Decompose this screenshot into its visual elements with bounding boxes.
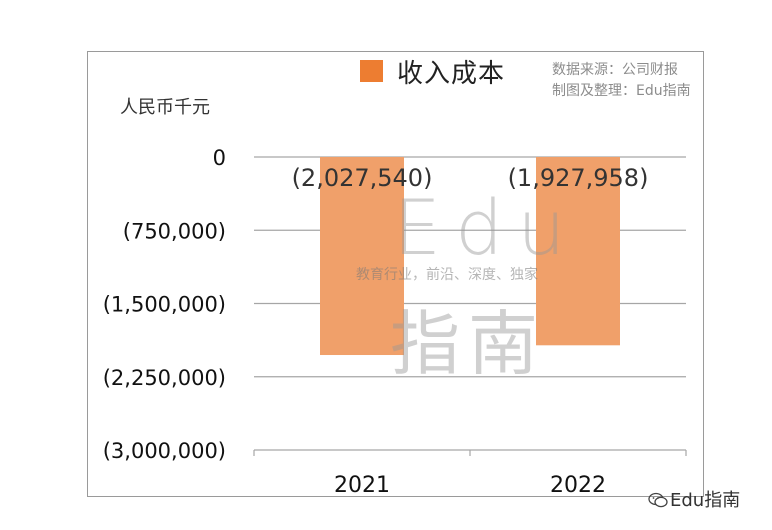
data-label: (1,927,958): [508, 164, 649, 192]
source-note: 数据来源：公司财报: [552, 62, 678, 78]
footer-text: Edu指南: [670, 490, 741, 511]
wechat-icon: [648, 492, 668, 508]
legend-swatch: [360, 60, 383, 82]
credit-note: 制图及整理：Edu指南: [552, 83, 691, 99]
bar: [320, 157, 404, 356]
y-axis-unit: 人民币千元: [120, 97, 210, 118]
legend-label: 收入成本: [397, 59, 506, 89]
watermark-latin: Edu: [393, 183, 580, 272]
x-category-label: 2022: [550, 473, 606, 498]
data-label: (2,027,540): [292, 164, 433, 192]
watermark-tagline: 教育行业，前沿、深度、独家: [356, 267, 538, 283]
chart-frame: [87, 51, 704, 497]
y-tick-label: (1,500,000): [103, 293, 226, 317]
y-tick-label: 0: [213, 146, 226, 170]
footer-brand: Edu指南: [648, 486, 740, 512]
y-tick-label: (750,000): [123, 219, 226, 243]
bar: [536, 157, 620, 346]
x-category-label: 2021: [334, 473, 390, 498]
watermark-cjk: 指南: [390, 303, 546, 385]
y-tick-label: (2,250,000): [103, 366, 226, 390]
y-tick-label: (3,000,000): [103, 439, 226, 463]
